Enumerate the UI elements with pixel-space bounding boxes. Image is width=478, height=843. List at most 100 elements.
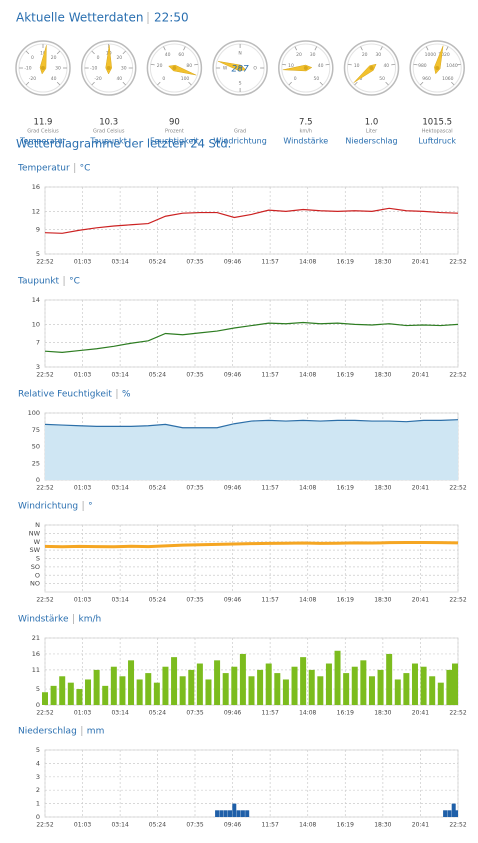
gauge-tick: [150, 63, 155, 66]
y-tick-label: 100: [28, 409, 40, 417]
gauge-tick-label: 10: [288, 63, 294, 69]
chart-title: Temperatur: [17, 164, 70, 174]
bar: [128, 660, 135, 705]
bar: [265, 663, 272, 705]
x-tick-label: 11:57: [261, 485, 278, 492]
x-tick-label: 20:41: [412, 259, 429, 266]
gauge-tick: [391, 63, 396, 66]
gauge-tick-label: 20: [157, 63, 163, 69]
x-tick-label: 14:08: [299, 485, 316, 492]
chart-unit: km/h: [78, 615, 101, 625]
bar: [429, 676, 436, 705]
header-title: Aktuelle Wetterdaten: [16, 11, 143, 25]
x-tick-label: 09:46: [224, 822, 241, 829]
bar: [171, 657, 178, 705]
gauge-tick: [419, 81, 424, 86]
gauge-inner: [281, 43, 331, 93]
x-tick-label: 14:08: [299, 372, 316, 379]
gauge-value: 1015.5: [422, 118, 452, 128]
gauge-tick-label: 20: [116, 55, 122, 61]
gauge-label: Niederschlag: [345, 137, 397, 146]
bar: [205, 679, 212, 705]
y-tick-label: 4: [36, 759, 40, 767]
bar: [196, 663, 203, 705]
x-tick-label: 09:46: [224, 259, 241, 266]
x-tick-label: 05:24: [149, 710, 166, 717]
gauge-tick: [91, 81, 95, 86]
gauge-hub: [435, 66, 440, 70]
bar: [394, 679, 401, 705]
bar: [85, 679, 92, 705]
plot-frame: [44, 186, 459, 255]
gauge-tick-label: 30: [375, 52, 381, 58]
gauge-tick-label: 1000: [425, 52, 437, 58]
x-tick-label: 22:52: [36, 485, 53, 492]
bar: [227, 810, 232, 817]
gauge-inner: [149, 43, 199, 93]
bar: [179, 676, 186, 705]
x-tick-label: 14:08: [299, 822, 316, 829]
y-tick-label: 16: [32, 183, 40, 191]
gauge-label: Windrichtung: [213, 137, 266, 146]
chart-title: Relative Feuchtigkeit: [18, 390, 112, 400]
gauge-label: Taupunkt: [89, 137, 127, 146]
bar: [447, 810, 452, 817]
plot-frame: [44, 749, 459, 818]
x-tick-label: 01:03: [74, 259, 91, 266]
chart-unit: °: [88, 502, 93, 512]
gauge-tick-label: 980: [418, 63, 427, 69]
bar: [214, 660, 221, 705]
x-tick-label: 22:52: [36, 259, 53, 266]
x-tick-label: 11:57: [261, 710, 278, 717]
bar: [59, 676, 66, 705]
x-tick-label: 03:14: [111, 597, 128, 604]
x-tick-label: 22:52: [449, 259, 466, 266]
y-tick-label: 5: [36, 746, 40, 754]
gauge-tick-label: 30: [310, 52, 316, 58]
gauge-unit: Prozent: [165, 129, 184, 135]
gauge-tick-label: -10: [24, 66, 31, 72]
x-tick-label: 22:52: [36, 597, 53, 604]
gauge-tick: [122, 50, 126, 55]
gauge-value: 10.3: [99, 118, 118, 128]
gauge-tick: [288, 81, 292, 86]
gauge-tick: [425, 46, 429, 51]
gauge-tick: [319, 81, 324, 86]
bar: [188, 669, 195, 705]
x-tick-label: 22:52: [449, 822, 466, 829]
gauge-unit: Liter: [366, 129, 378, 135]
bar: [274, 673, 281, 705]
x-tick-label: 05:24: [149, 822, 166, 829]
x-tick-label: 14:08: [299, 259, 316, 266]
data-line: [44, 540, 459, 549]
bar: [215, 810, 220, 817]
gauge-tick: [325, 63, 330, 66]
x-tick-label: 16:19: [337, 597, 354, 604]
y-tick-label: 75: [32, 426, 40, 434]
bar: [334, 650, 341, 705]
gauge-tick-label: S: [239, 81, 242, 87]
x-tick-label: 18:30: [374, 259, 391, 266]
y-tick-label: 11: [32, 666, 40, 674]
gauge-tick-label: -20: [94, 76, 101, 82]
gauge-tick-label: 30: [121, 66, 127, 72]
x-tick-label: 20:41: [412, 485, 429, 492]
x-tick-label: 16:19: [337, 372, 354, 379]
gauge-tick-label: 1020: [438, 52, 450, 58]
bar: [110, 666, 117, 705]
bar: [222, 673, 229, 705]
bar: [219, 810, 224, 817]
x-tick-label: 07:35: [186, 259, 203, 266]
x-tick-label: 09:46: [224, 710, 241, 717]
gauge-inner: [412, 43, 462, 93]
gauge-inner: [347, 43, 396, 93]
x-tick-label: 22:52: [449, 710, 466, 717]
x-tick-label: 22:52: [36, 822, 53, 829]
x-tick-label: 16:19: [337, 710, 354, 717]
data-area: [45, 419, 458, 480]
gauge-tick-label: 40: [51, 76, 57, 82]
y-tick-label: W: [34, 538, 41, 546]
y-tick-label: 0: [36, 813, 40, 821]
bar: [300, 657, 307, 705]
x-tick-label: 03:14: [111, 372, 128, 379]
